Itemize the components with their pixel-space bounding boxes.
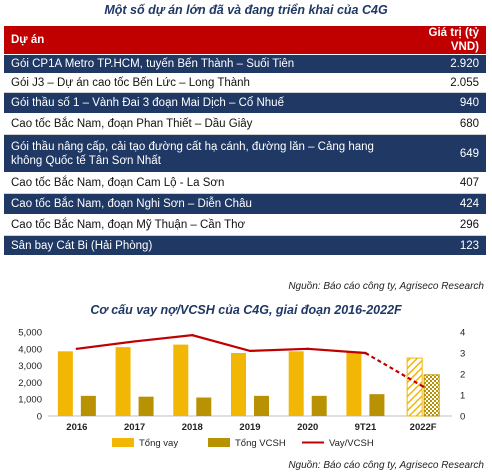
- table-row: Gói thầu số 1 – Vành Đai 3 đoạn Mai Dịch…: [4, 92, 486, 114]
- chart-source-note: Nguồn: Báo cáo công ty, Agriseco Researc…: [288, 460, 484, 471]
- ratio-point: [248, 349, 252, 353]
- bar-total-debt: [173, 344, 189, 416]
- ratio-point: [306, 347, 309, 350]
- bar-total-debt: [231, 353, 246, 416]
- legend-label: Vay/VCSH: [329, 438, 374, 449]
- table-header-row: Dự án Giá trị (tỷ VND): [4, 26, 486, 55]
- table-row: Sân bay Cát Bi (Hải Phòng) 123: [4, 235, 486, 256]
- debt-equity-chart: 0 1,000 2,000 3,000 4,000 5,000 0 1 2 3 4 2016 2017 2…: [18, 328, 465, 450]
- project-name-cell: Cao tốc Bắc Nam, đoạn Cam Lộ - La Sơn: [4, 172, 394, 194]
- table-row: Gói J3 – Dự án cao tốc Bến Lức – Long Th…: [4, 73, 486, 93]
- y-left-tick-label: 4,000: [18, 344, 42, 355]
- project-column-header: Dự án: [4, 26, 394, 55]
- project-name-cell: Cao tốc Bắc Nam, đoạn Phan Thiết – Dầu G…: [4, 113, 394, 135]
- x-tick-label: 2020: [297, 422, 318, 433]
- project-name-cell: Gói thầu nâng cấp, cải tạo đường cất hạ …: [4, 134, 394, 173]
- project-name-cell: Gói CP1A Metro TP.HCM, tuyến Bến Thành –…: [4, 54, 394, 74]
- table-row: Cao tốc Bắc Nam, đoạn Nghi Sơn – Diễn Ch…: [4, 193, 486, 215]
- bar-total-equity: [196, 397, 212, 416]
- ratio-line: [76, 334, 366, 355]
- table-row: Cao tốc Bắc Nam, đoạn Phan Thiết – Dầu G…: [4, 113, 486, 135]
- y-right-tick-label: 2: [460, 370, 465, 381]
- project-name-cell: Gói thầu số 1 – Vành Đai 3 đoạn Mai Dịch…: [4, 92, 394, 114]
- bar-total-debt: [57, 351, 73, 416]
- x-tick-label: 9T21: [355, 422, 377, 433]
- x-tick-label: 2019: [239, 422, 260, 433]
- ratio-point: [421, 385, 425, 388]
- bar-total-equity: [138, 396, 154, 416]
- y-right-tick-label: 0: [460, 412, 465, 423]
- bar-total-equity: [369, 394, 385, 416]
- project-value-cell: 123: [394, 235, 486, 256]
- project-value-cell: 296: [394, 214, 486, 236]
- y-left-tick-label: 1,000: [18, 395, 42, 406]
- y-left-tick-label: 0: [37, 412, 42, 423]
- project-name-cell: Sân bay Cát Bi (Hải Phòng): [4, 235, 394, 256]
- table-source-note: Nguồn: Báo cáo công ty, Agriseco Researc…: [288, 281, 484, 292]
- ratio-point: [364, 351, 367, 355]
- value-column-header: Giá trị (tỷ VND): [394, 26, 486, 55]
- projects-table: Dự án Giá trị (tỷ VND) Gói CP1A Metro TP…: [4, 26, 486, 256]
- bar-total-equity: [311, 395, 327, 416]
- ratio-point: [75, 347, 79, 350]
- bar-total-debt: [406, 357, 423, 417]
- y-left-tick-label: 5,000: [18, 328, 42, 339]
- bar-total-debt: [115, 347, 131, 416]
- legend-label: Tổng vay: [139, 438, 178, 449]
- table-row: Gói thầu nâng cấp, cải tạo đường cất hạ …: [4, 134, 486, 173]
- legend-swatch: [208, 438, 230, 447]
- table-row: Cao tốc Bắc Nam, đoạn Cam Lộ - La Sơn 407: [4, 172, 486, 194]
- y-right-tick-label: 4: [460, 328, 465, 339]
- bar-total-debt: [288, 351, 304, 416]
- x-tick-label: 2018: [182, 422, 203, 433]
- y-left-tick-label: 3,000: [18, 361, 42, 372]
- bar-total-debt: [346, 351, 362, 416]
- project-name-cell: Cao tốc Bắc Nam, đoạn Nghi Sơn – Diễn Ch…: [4, 193, 394, 215]
- y-left-tick-label: 2,000: [18, 378, 42, 389]
- bar-total-equity: [423, 374, 440, 417]
- legend-label: Tổng VCSH: [235, 438, 286, 449]
- y-right-tick-label: 3: [460, 349, 465, 360]
- project-value-cell: 407: [394, 172, 486, 194]
- legend-swatch: [112, 438, 134, 447]
- project-value-cell: 2.920: [394, 54, 486, 74]
- project-value-cell: 649: [394, 134, 486, 173]
- bar-total-equity: [80, 395, 96, 416]
- chart-title: Cơ cấu vay nợ/VCSH của C4G, giai đoạn 20…: [90, 303, 402, 317]
- table-title: Một số dự án lớn đã và đang triển khai c…: [104, 3, 388, 17]
- project-value-cell: 424: [394, 193, 486, 215]
- x-tick-label: 2016: [66, 422, 87, 433]
- ratio-point: [133, 340, 136, 343]
- table-row: Cao tốc Bắc Nam, đoạn Mỹ Thuận – Cần Thơ…: [4, 214, 486, 236]
- bar-total-equity: [254, 395, 269, 416]
- project-name-cell: Cao tốc Bắc Nam, đoạn Mỹ Thuận – Cần Thơ: [4, 214, 394, 236]
- table-row: Gói CP1A Metro TP.HCM, tuyến Bến Thành –…: [4, 54, 486, 74]
- x-tick-label: 2022F: [410, 422, 437, 433]
- project-name-cell: Gói J3 – Dự án cao tốc Bến Lức – Long Th…: [4, 73, 394, 93]
- ratio-point: [191, 333, 194, 337]
- project-value-cell: 680: [394, 113, 486, 135]
- project-value-cell: 940: [394, 92, 486, 114]
- y-right-tick-label: 1: [460, 391, 465, 402]
- project-value-cell: 2.055: [394, 73, 486, 93]
- x-tick-label: 2017: [124, 422, 145, 433]
